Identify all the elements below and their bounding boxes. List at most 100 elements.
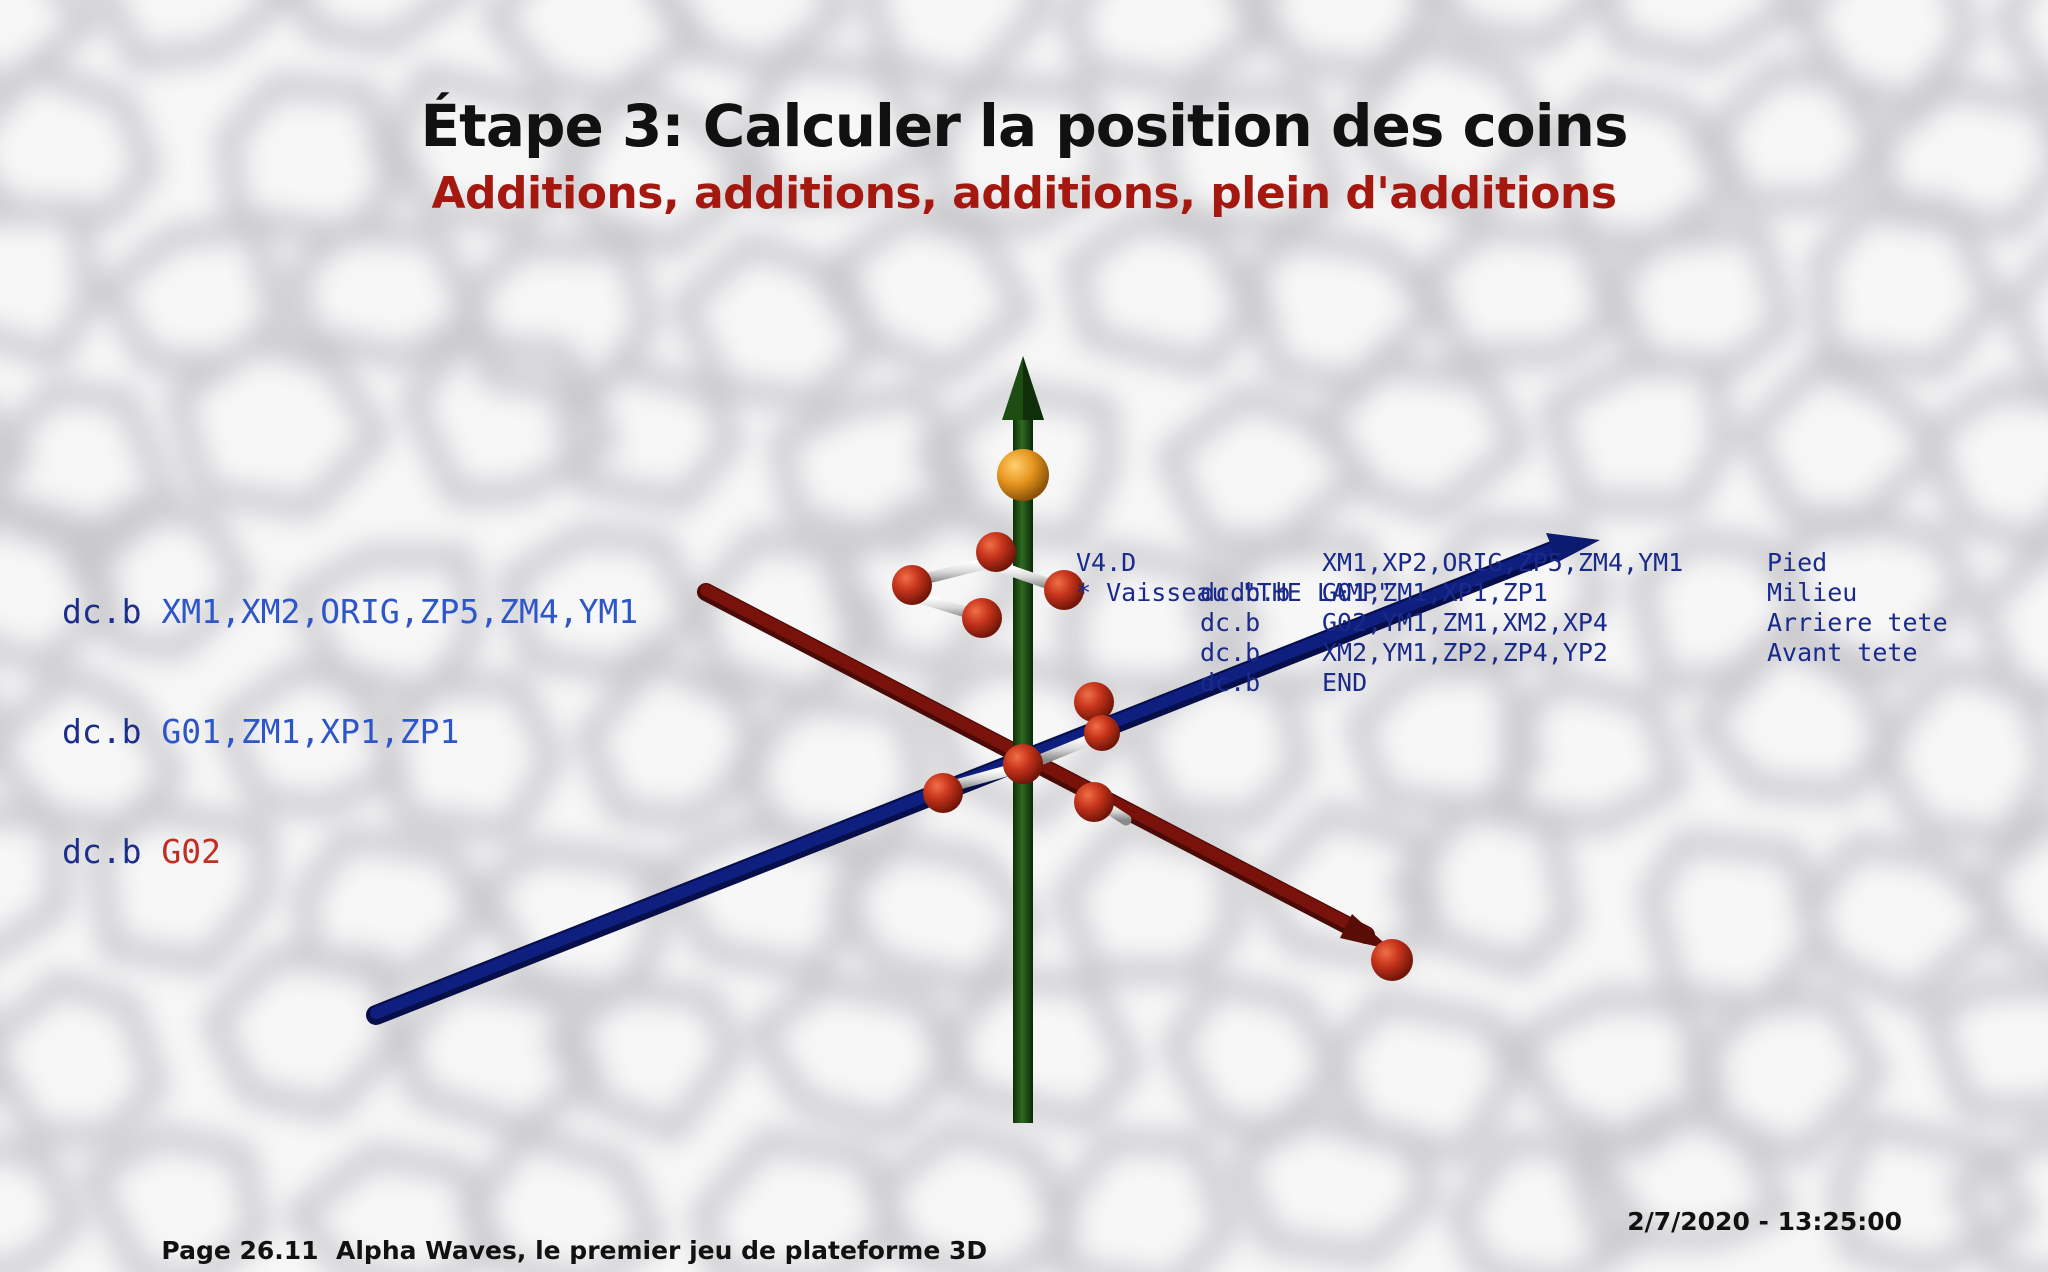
listing-row: dc.b [1200,548,1290,608]
code-keyword: dc.b [62,832,162,871]
background-cell [0,200,101,369]
background-cell [544,976,744,1143]
footer-timestamp: 2/7/2020 - 13:25:00 [1627,1207,1902,1236]
background-cell [457,1124,665,1272]
background-cell [1867,76,2048,238]
background-cell [1416,216,1623,367]
listing-op: dc.b [1200,608,1261,637]
vertex-sphere-origin [1003,744,1043,784]
background-cell [735,51,945,212]
background-cell [1775,504,1977,685]
background-cell [1679,986,1888,1166]
background-cell [2001,244,2048,397]
background-cell [80,1124,269,1272]
vertex-sphere [1074,782,1114,822]
background-cell [497,523,707,683]
background-cell [96,0,293,72]
background-cell [871,1119,1074,1272]
background-cell [940,967,1143,1131]
background-cell [166,330,391,520]
background-cell [1389,796,1581,978]
listing-op: dc.b [1200,578,1261,607]
background-cell [829,203,1036,384]
listing-op: dc.b [1200,638,1261,667]
background-cell [290,0,466,54]
listing-args: G01,ZM1,XP1,ZP1 [1322,578,1548,607]
background-cell [671,232,882,412]
listing-op: dc.b [1200,668,1261,697]
footer-text: Alpha Waves, le premier jeu de plateform… [336,1236,988,1265]
background-cell [1185,531,1413,695]
background-cell [1691,629,1905,804]
page-number: Page 26.11 [161,1236,319,1265]
background-cell [0,1139,85,1272]
background-cell [285,1143,506,1272]
background-cell [1920,975,2048,1121]
vertex-sphere [1371,939,1413,981]
background-cell [1809,191,2006,379]
background-cell [294,826,493,989]
background-cell [1059,0,1269,97]
background-cell [1313,354,1531,523]
background-cell [60,494,255,661]
background-cell [1918,376,2048,554]
background-cell [1992,0,2048,96]
background-cell [930,75,1123,238]
background-cell [1063,208,1262,377]
background-cell [575,649,769,830]
vertex-sphere [976,532,1016,572]
code-keyword: dc.b [62,712,162,751]
vertex-sphere [962,598,1002,638]
code-line: dc.b G02 [62,832,638,872]
background-cell [650,0,851,77]
background-cell [0,57,160,228]
listing-op: dc.b [1230,578,1291,607]
background-cell [1794,833,2013,1011]
background-cell [202,946,406,1122]
background-cell [1124,650,1313,830]
listing-note: Arriere tete [1767,608,1948,637]
background-cell [553,355,744,513]
listing-note: Milieu [1767,578,1858,607]
background-cell [1705,57,1891,212]
background-cell [1597,0,1803,71]
background-cell [0,803,70,960]
code-highlight: G02 [161,832,221,871]
background-cell [1500,668,1688,835]
background-cell [0,971,168,1148]
vertex-sphere [1044,570,1084,610]
background-cell [1948,1124,2048,1272]
code-snippet: dc.b XM1,XM2,ORIG,ZP5,ZM4,YM1 dc.b G01,Z… [62,512,638,912]
code-keyword: dc.b [62,592,162,631]
background-cell [1433,0,1607,54]
background-cell [1603,217,1797,380]
background-cell [1972,807,2048,971]
background-cell [768,381,981,556]
code-args: XM1,XM2,ORIG,ZP5,ZM4,YM1 [161,592,639,631]
background-cell [1970,536,2048,707]
background-cell [826,832,1041,996]
background-cell [746,971,960,1139]
background-cell [824,495,1024,680]
background-cell [1866,657,2048,849]
background-cell [1540,353,1736,517]
page-subtitle: Additions, additions, additions, plein d… [431,168,1617,219]
page-title: Étape 3: Calculer la position des coins [420,92,1629,160]
listing-label: V4.D [1076,548,1137,577]
background-cell [284,219,483,370]
background-cell [385,64,587,235]
vertex-sphere [892,565,932,605]
background-cell [1509,987,1728,1159]
background-cell [1567,1099,1795,1248]
vertex-sphere [1084,715,1120,751]
vertex-spheres [892,449,1413,981]
listing-args: END [1322,668,1368,697]
listing-args: XM1,XP2,ORIG,ZP5,ZM4,YM1 [1322,548,1684,577]
vertex-sphere-top [997,449,1049,501]
listing-comment: * Vaisseau "THE LAMP" [1076,578,1393,607]
listing-note: Pied [1767,548,1828,577]
background-cell [1145,80,1348,239]
footer-caption: Page 26.11 Alpha Waves, le premier jeu d… [144,1207,987,1265]
background-cell [1421,513,1611,665]
